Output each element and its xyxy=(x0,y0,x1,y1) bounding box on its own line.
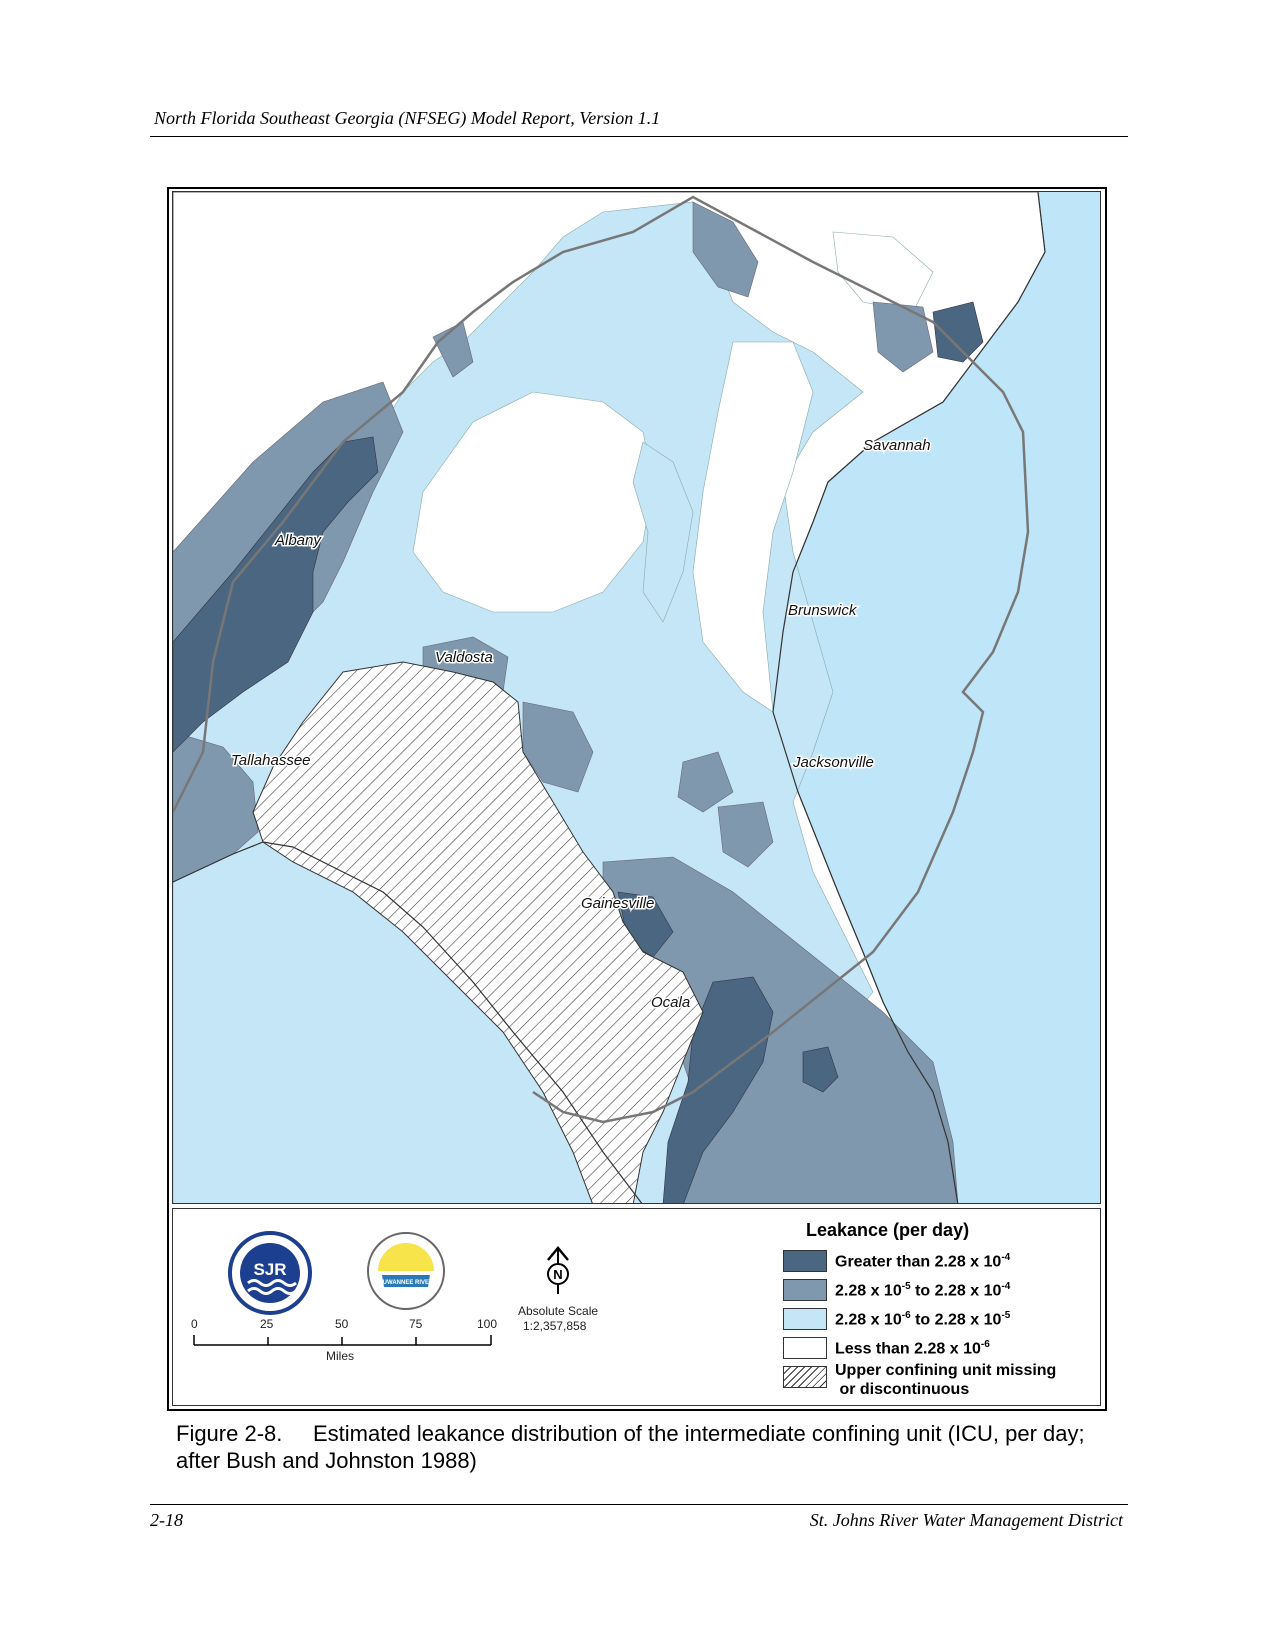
north-arrow-icon: N xyxy=(547,1246,569,1294)
legend-label-low: 2.28 x 10-6 to 2.28 x 10-5 xyxy=(835,1310,1011,1329)
zone-greater-east xyxy=(802,1046,839,1093)
srwmd-logo-text: SUWANNEE RIVER xyxy=(379,1280,434,1286)
zone-greater-albany xyxy=(173,436,379,753)
footer-rule xyxy=(150,1504,1128,1505)
legend-swatch-greater xyxy=(783,1250,827,1272)
srwmd-logo: SUWANNEE RIVER xyxy=(367,1232,445,1310)
zone-mid-island xyxy=(872,301,934,373)
scale-tick-0: 0 xyxy=(191,1317,198,1331)
map-svg: Savannah Albany Brunswick Valdosta Talla… xyxy=(173,192,1100,1203)
zone-least-interior xyxy=(412,391,654,613)
city-label-jacksonville: Jacksonville xyxy=(792,754,874,771)
sjr-logo-text: SJR xyxy=(253,1260,286,1279)
legend-swatch-missing xyxy=(783,1366,827,1388)
legend-label-mid: 2.28 x 10-5 to 2.28 x 10-4 xyxy=(835,1281,1011,1300)
zone-mid-small3 xyxy=(677,751,734,813)
city-label-ocala: Ocala xyxy=(651,994,690,1011)
city-label-brunswick: Brunswick xyxy=(788,602,858,619)
zone-greater-ne xyxy=(932,301,984,363)
legend-label-least: Less than 2.28 x 10-6 xyxy=(835,1339,990,1358)
atlantic-coastline xyxy=(772,192,1046,1203)
caption-number: Figure 2-8. xyxy=(176,1421,283,1446)
scale-bar xyxy=(193,1335,492,1346)
header-rule xyxy=(150,136,1128,137)
legend-title: Leakance (per day) xyxy=(806,1220,970,1240)
city-label-savannah: Savannah xyxy=(863,437,931,454)
scale-tick-25: 25 xyxy=(260,1317,274,1331)
report-header: North Florida Southeast Georgia (NFSEG) … xyxy=(154,108,661,128)
figure-caption: Figure 2-8. Estimated leakance distribut… xyxy=(176,1420,1096,1474)
city-label-gainesville: Gainesville xyxy=(581,895,654,912)
zone-greater-ocala xyxy=(662,976,774,1203)
city-label-valdosta: Valdosta xyxy=(435,649,493,666)
gulf-coastline xyxy=(173,841,643,1203)
scale-tick-75: 75 xyxy=(409,1317,423,1331)
legend-swatch-low xyxy=(783,1308,827,1330)
scale-unit: Miles xyxy=(326,1349,355,1363)
absolute-scale-value: 1:2,357,858 xyxy=(523,1319,587,1333)
caption-text: Estimated leakance distribution of the i… xyxy=(176,1421,1085,1473)
legend-label-missing: Upper confining unit missing or disconti… xyxy=(835,1362,1057,1398)
model-boundary xyxy=(173,195,1030,1124)
footer-organization: St. Johns River Water Management Distric… xyxy=(809,1510,1123,1530)
north-arrow-label: N xyxy=(553,1267,562,1282)
city-label-albany: Albany xyxy=(274,532,322,549)
sjr-logo: SJR xyxy=(228,1231,312,1315)
scale-tick-100: 100 xyxy=(477,1317,498,1331)
leakance-map: Savannah Albany Brunswick Valdosta Talla… xyxy=(172,191,1101,1204)
zone-mid-small1 xyxy=(432,321,474,378)
zone-low-island xyxy=(632,441,694,623)
legend-swatch-mid xyxy=(783,1279,827,1301)
zone-missing-hatched xyxy=(252,661,704,1203)
city-label-tallahassee: Tallahassee xyxy=(231,752,311,769)
absolute-scale-label: Absolute Scale xyxy=(518,1304,599,1318)
legend-panel: SJR SUWANNEE RIVER N Absolute Scale 1:2,… xyxy=(172,1208,1101,1406)
scale-tick-50: 50 xyxy=(335,1317,349,1331)
legend-label-greater: Greater than 2.28 x 10-4 xyxy=(835,1252,1011,1271)
page-number: 2-18 xyxy=(150,1510,183,1530)
legend-swatch-least xyxy=(783,1337,827,1359)
zone-mid-small4 xyxy=(717,801,774,868)
zone-mid-ne-small xyxy=(692,201,759,298)
